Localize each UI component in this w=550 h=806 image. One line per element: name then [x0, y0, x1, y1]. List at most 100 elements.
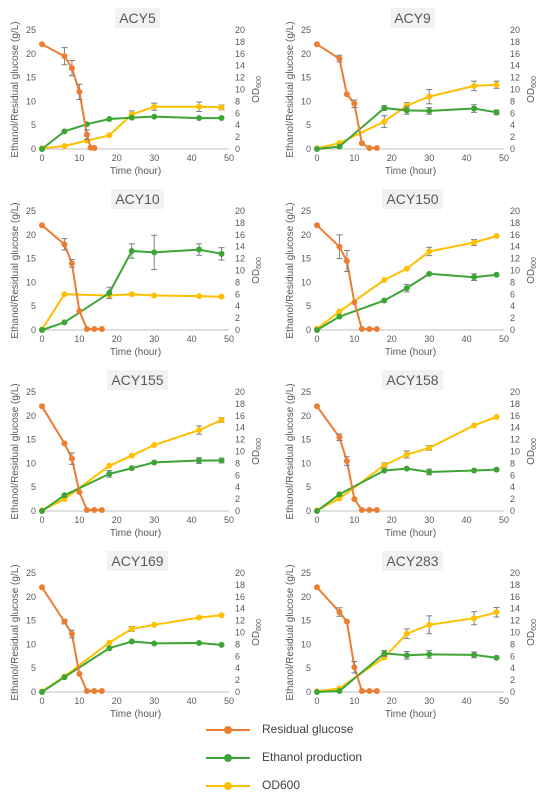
- data-point-ethanol: [128, 247, 135, 254]
- legend-item-ethanol-production: Ethanol production: [204, 748, 404, 768]
- data-point-ethanol: [426, 270, 433, 277]
- y2-tick-label: 8: [510, 277, 515, 287]
- y2-tick-label: 2: [235, 675, 240, 685]
- y2-tick-label: 4: [510, 482, 515, 492]
- y2-tick-label: 6: [510, 289, 515, 299]
- y-tick-label: 10: [26, 96, 36, 106]
- y-tick-label: 15: [301, 254, 311, 264]
- x-tick-label: 10: [349, 515, 359, 525]
- data-point-ethanol: [196, 639, 203, 646]
- x-tick-label: 0: [39, 515, 44, 525]
- data-point-ethanol: [493, 109, 500, 116]
- x-tick-label: 50: [499, 696, 509, 706]
- x-tick-label: 30: [149, 515, 159, 525]
- y-tick-label: 0: [306, 144, 311, 154]
- data-point-ethanol: [106, 470, 113, 477]
- data-point-glucose: [373, 507, 380, 514]
- series-line-od600: [316, 416, 497, 512]
- y-axis-title: Ethanol/Residual glucose (g/L): [285, 21, 296, 157]
- x-tick-label: 40: [462, 515, 472, 525]
- x-tick-label: 40: [462, 334, 472, 344]
- data-point-ethanol: [61, 128, 68, 135]
- y-tick-label: 25: [301, 387, 311, 397]
- data-point-glucose: [373, 326, 380, 333]
- y2-axis-title: OD600: [526, 257, 538, 284]
- data-point-ethanol: [336, 688, 343, 695]
- data-point-glucose: [91, 688, 98, 695]
- x-axis-title: Time (hour): [385, 166, 436, 177]
- y2-tick-label: 16: [510, 230, 520, 240]
- y-tick-label: 20: [26, 592, 36, 602]
- y2-tick-label: 20: [235, 206, 245, 216]
- x-tick-label: 20: [112, 696, 122, 706]
- chart-title-bg: [106, 551, 169, 571]
- y2-tick-label: 8: [510, 96, 515, 106]
- y2-tick-label: 18: [510, 580, 520, 590]
- data-point-glucose: [314, 222, 320, 229]
- series-line-ethanol: [41, 115, 222, 150]
- x-tick-label: 30: [149, 696, 159, 706]
- y2-tick-label: 4: [235, 120, 240, 130]
- data-point-ethanol: [218, 115, 225, 122]
- legend-label-glucose: Residual glucose: [262, 722, 354, 736]
- y2-tick-label: 20: [235, 568, 245, 578]
- y2-tick-label: 18: [235, 580, 245, 590]
- data-point-ethanol: [381, 650, 388, 657]
- y2-tick-label: 14: [235, 423, 245, 433]
- y2-tick-label: 2: [510, 313, 515, 323]
- y2-tick-label: 16: [235, 592, 245, 602]
- y-tick-label: 20: [26, 49, 36, 59]
- data-point-od600: [493, 413, 500, 420]
- data-point-glucose: [358, 507, 365, 514]
- data-point-glucose: [343, 257, 350, 264]
- y2-tick-label: 6: [510, 651, 515, 661]
- data-point-od600: [128, 291, 135, 298]
- x-axis-title: Time (hour): [110, 347, 161, 358]
- series-line-ethanol: [316, 467, 497, 512]
- chart-title-bg: [381, 370, 444, 390]
- x-tick-label: 10: [349, 334, 359, 344]
- data-point-glucose: [61, 618, 68, 625]
- y2-tick-label: 20: [235, 387, 245, 397]
- y-tick-label: 25: [26, 25, 36, 35]
- y2-tick-label: 16: [235, 230, 245, 240]
- y-axis-title: Ethanol/Residual glucose (g/L): [10, 564, 21, 700]
- data-point-ethanol: [471, 105, 478, 112]
- y2-tick-label: 20: [510, 568, 520, 578]
- series-line-ethanol: [41, 248, 222, 331]
- chart-title-bg: [115, 8, 160, 28]
- data-point-od600: [381, 462, 388, 469]
- y2-tick-label: 10: [510, 628, 520, 638]
- data-point-glucose: [39, 222, 45, 229]
- data-point-ethanol: [426, 468, 433, 475]
- data-point-ethanol: [106, 645, 113, 652]
- y-tick-label: 10: [26, 639, 36, 649]
- data-point-glucose: [366, 326, 373, 333]
- x-tick-label: 10: [74, 696, 84, 706]
- y-tick-label: 15: [301, 435, 311, 445]
- y-tick-label: 0: [31, 687, 36, 697]
- y2-tick-label: 20: [510, 387, 520, 397]
- series-line-glucose: [316, 586, 377, 692]
- y2-tick-label: 10: [510, 447, 520, 457]
- series-line-glucose: [41, 586, 102, 692]
- x-axis-title: Time (hour): [110, 709, 161, 720]
- y2-tick-label: 12: [235, 616, 245, 626]
- data-point-od600: [151, 621, 158, 628]
- y-tick-label: 25: [26, 387, 36, 397]
- y2-tick-label: 10: [235, 85, 245, 95]
- chart-title: ACY169: [111, 553, 163, 569]
- data-point-glucose: [61, 440, 68, 447]
- legend-item-od600: OD600: [204, 776, 404, 796]
- data-point-glucose: [314, 41, 320, 48]
- x-tick-label: 0: [39, 153, 44, 163]
- y2-tick-label: 14: [235, 604, 245, 614]
- y2-axis-title: OD600: [526, 76, 538, 103]
- y-tick-label: 20: [301, 411, 311, 421]
- legend-marker-glucose: [224, 726, 232, 734]
- data-point-glucose: [98, 326, 105, 333]
- y-tick-label: 10: [301, 96, 311, 106]
